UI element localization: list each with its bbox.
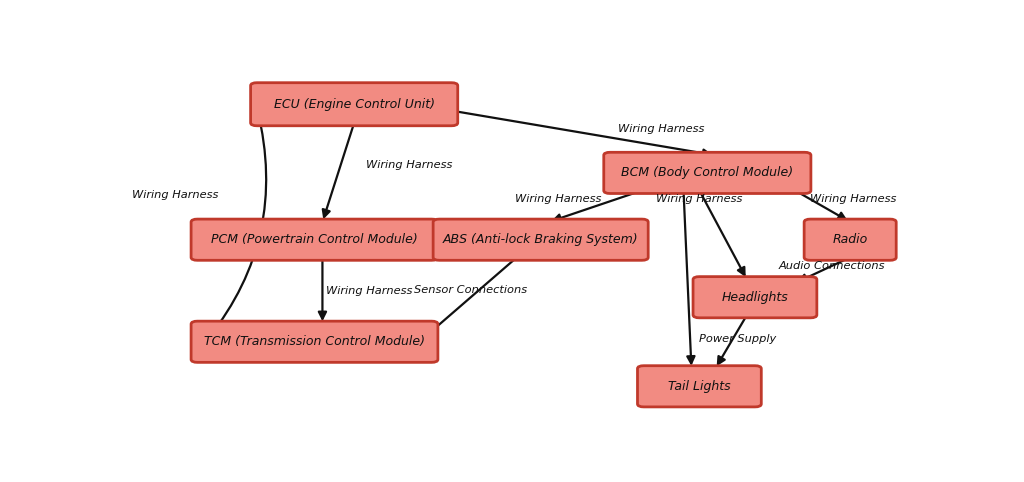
FancyBboxPatch shape [191, 219, 438, 260]
Text: Wiring Harness: Wiring Harness [515, 194, 602, 204]
Text: Audio Connections: Audio Connections [778, 261, 886, 271]
Text: ABS (Anti-lock Braking System): ABS (Anti-lock Braking System) [442, 233, 639, 246]
FancyBboxPatch shape [604, 152, 811, 193]
Text: Wiring Harness: Wiring Harness [618, 124, 705, 134]
Text: Tail Lights: Tail Lights [668, 380, 731, 393]
Text: PCM (Powertrain Control Module): PCM (Powertrain Control Module) [211, 233, 418, 246]
Text: Power Supply: Power Supply [699, 334, 776, 344]
Text: Headlights: Headlights [722, 291, 788, 304]
Text: Wiring Harness: Wiring Harness [327, 286, 413, 296]
FancyBboxPatch shape [191, 321, 438, 362]
FancyBboxPatch shape [251, 83, 458, 126]
Text: Wiring Harness: Wiring Harness [811, 194, 897, 204]
Text: Wiring Harness: Wiring Harness [367, 160, 453, 170]
FancyBboxPatch shape [638, 366, 761, 407]
FancyBboxPatch shape [804, 219, 896, 260]
Text: Sensor Connections: Sensor Connections [414, 285, 526, 295]
FancyBboxPatch shape [433, 219, 648, 260]
Text: ECU (Engine Control Unit): ECU (Engine Control Unit) [273, 98, 434, 111]
FancyBboxPatch shape [693, 277, 817, 318]
Text: Wiring Harness: Wiring Harness [655, 194, 742, 204]
Text: BCM (Body Control Module): BCM (Body Control Module) [622, 166, 794, 179]
Text: Radio: Radio [833, 233, 867, 246]
Text: TCM (Transmission Control Module): TCM (Transmission Control Module) [204, 335, 425, 348]
Text: Wiring Harness: Wiring Harness [132, 190, 218, 200]
